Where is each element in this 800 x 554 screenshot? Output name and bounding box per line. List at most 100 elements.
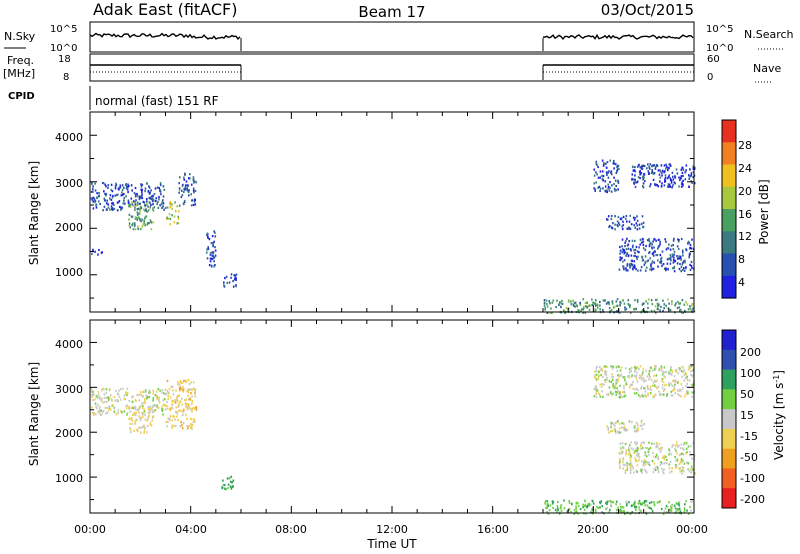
heat-cell bbox=[186, 390, 188, 393]
heat-cell bbox=[678, 255, 680, 258]
heat-cell bbox=[181, 194, 184, 197]
heat-cell bbox=[595, 304, 597, 307]
heat-cell bbox=[165, 392, 168, 395]
heat-cell bbox=[137, 216, 140, 219]
heat-cell bbox=[138, 212, 141, 215]
heat-cell bbox=[678, 504, 681, 507]
heat-cell bbox=[597, 374, 600, 377]
heat-cell bbox=[659, 447, 662, 450]
heat-cell bbox=[181, 410, 183, 413]
heat-cell bbox=[613, 176, 615, 179]
heat-cell bbox=[612, 162, 615, 165]
heat-cell bbox=[128, 224, 131, 227]
heat-cell bbox=[595, 299, 597, 302]
heat-cell bbox=[665, 370, 667, 374]
heat-cell bbox=[615, 431, 617, 434]
heat-cell bbox=[144, 389, 147, 392]
heat-cell bbox=[656, 379, 658, 382]
heat-cell bbox=[667, 185, 669, 188]
heat-cell bbox=[658, 367, 661, 370]
heat-cell bbox=[646, 504, 649, 507]
heat-cell bbox=[169, 396, 172, 399]
vel-cbar-swatch bbox=[722, 330, 736, 351]
heat-cell bbox=[656, 441, 658, 445]
heat-cell bbox=[147, 416, 149, 419]
heat-cell bbox=[653, 442, 656, 445]
heat-cell bbox=[560, 305, 562, 308]
heat-cell bbox=[688, 177, 690, 180]
heat-cell bbox=[139, 416, 141, 419]
heat-cell bbox=[673, 504, 676, 507]
heat-cell bbox=[149, 410, 151, 413]
heat-cell bbox=[634, 254, 636, 257]
heat-cell bbox=[618, 375, 621, 378]
nsky-label: N.Sky bbox=[4, 30, 36, 43]
heat-cell bbox=[158, 198, 160, 201]
heat-cell bbox=[678, 239, 680, 242]
heat-cell bbox=[674, 304, 676, 307]
heat-cell bbox=[687, 445, 690, 448]
heat-cell bbox=[546, 302, 548, 306]
heat-cell bbox=[115, 413, 118, 416]
heat-cell bbox=[625, 453, 627, 456]
heat-cell bbox=[619, 217, 622, 220]
heat-cell bbox=[631, 465, 634, 468]
heat-cell bbox=[579, 303, 582, 306]
heat-cell bbox=[641, 215, 644, 218]
heat-cell bbox=[601, 383, 603, 386]
heat-cell bbox=[622, 248, 624, 251]
heat-cell bbox=[612, 365, 615, 368]
heat-cell bbox=[97, 393, 100, 396]
heat-cell bbox=[687, 392, 689, 395]
heat-cell bbox=[114, 194, 116, 197]
heat-cell bbox=[657, 245, 660, 248]
heat-cell bbox=[178, 394, 181, 397]
heat-cell bbox=[141, 426, 143, 429]
heat-cell bbox=[662, 389, 665, 392]
heat-cell bbox=[139, 217, 141, 220]
heat-cell bbox=[657, 169, 660, 172]
heat-cell bbox=[570, 303, 573, 306]
vel-cbar-tick-15: 15 bbox=[740, 409, 754, 422]
heat-cell bbox=[611, 375, 613, 378]
heat-cell bbox=[607, 428, 609, 431]
heat-cell bbox=[588, 308, 591, 311]
heat-cell bbox=[641, 371, 644, 374]
heat-cell bbox=[631, 383, 633, 386]
heat-cell bbox=[653, 172, 656, 175]
heat-cell bbox=[109, 197, 111, 200]
heat-cell bbox=[662, 472, 665, 475]
heat-cell bbox=[636, 441, 638, 444]
heat-cell bbox=[611, 302, 614, 305]
heat-cell bbox=[680, 168, 683, 171]
heat-cell bbox=[679, 447, 682, 450]
heat-cell bbox=[592, 301, 594, 304]
heat-cell bbox=[96, 407, 98, 410]
heat-cell bbox=[146, 419, 149, 422]
heat-cell bbox=[210, 257, 213, 260]
heat-cell bbox=[146, 431, 148, 434]
heat-cell bbox=[597, 506, 599, 510]
heat-cell bbox=[137, 207, 140, 210]
heat-cell bbox=[637, 502, 640, 505]
heat-cell bbox=[546, 500, 549, 503]
heat-cell bbox=[646, 461, 649, 464]
heat-cell bbox=[137, 225, 139, 228]
heat-cell bbox=[654, 469, 657, 472]
heat-cell bbox=[613, 162, 616, 165]
heat-cell bbox=[595, 309, 597, 312]
heat-cell bbox=[654, 250, 656, 253]
heat-cell bbox=[208, 264, 211, 267]
heat-cell bbox=[629, 468, 632, 471]
heat-cell bbox=[166, 407, 169, 410]
heat-cell bbox=[655, 453, 658, 456]
heat-cell bbox=[593, 168, 595, 171]
heat-cell bbox=[161, 408, 163, 411]
heat-cell bbox=[574, 305, 576, 308]
heat-cell bbox=[669, 257, 672, 260]
heat-cell bbox=[631, 267, 634, 270]
heat-cell bbox=[624, 245, 626, 248]
heat-cell bbox=[183, 178, 186, 181]
heat-cell bbox=[690, 247, 693, 250]
heat-cell bbox=[223, 284, 225, 287]
